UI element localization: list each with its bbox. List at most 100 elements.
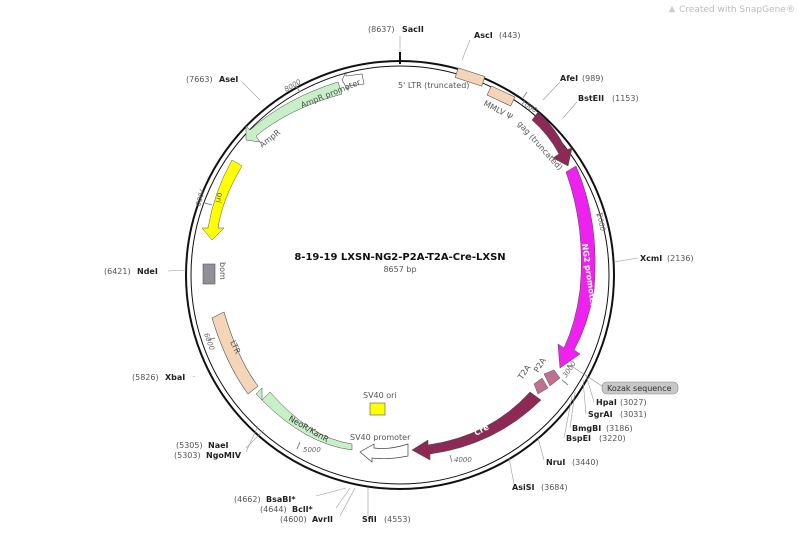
site-bspei-pos: (3220)	[599, 434, 626, 443]
site-ngomiv[interactable]: (5303) NgoMIV	[174, 451, 242, 460]
site-sgrai-name: SgrAI	[588, 410, 613, 419]
site-bsabi-name: BsaBI*	[266, 495, 296, 504]
sv40-promoter-feature[interactable]: SV40 promoter	[350, 433, 411, 463]
tick-label-4000: 4000	[454, 456, 472, 464]
site-avrii-pos: (4600)	[280, 515, 307, 524]
tick-mark-4000	[449, 454, 453, 463]
site-bspei[interactable]: BspEI (3220)	[566, 434, 626, 443]
site-ngomiv-pos: (5303)	[174, 451, 201, 460]
site-hpai-name: HpaI	[596, 398, 617, 407]
t2a-arrow	[533, 377, 549, 395]
site-bsabi[interactable]: (4662) BsaBI*	[234, 495, 296, 504]
site-asisi[interactable]: AsiSI (3684)	[512, 483, 568, 492]
site-hpai-pos: (3027)	[620, 398, 647, 407]
kozak-feature[interactable]: Kozak sequence	[572, 366, 679, 395]
site-bsabi-pos: (4662)	[234, 495, 261, 504]
site-bcli-pos: (4644)	[260, 505, 287, 514]
sv40-ori-label: SV40 ori	[363, 391, 397, 400]
site-nrui-name: NruI	[546, 458, 565, 467]
site-avrii[interactable]: (4600) AvrII	[280, 515, 333, 524]
snapgene-watermark: Created with SnapGene®	[668, 5, 795, 15]
site-sacii-pos: (8637)	[368, 25, 395, 34]
site-asisi-name: AsiSI	[512, 483, 534, 492]
site-asisi-pos: (3684)	[541, 483, 568, 492]
site-afei[interactable]: AfeI (989)	[560, 74, 604, 83]
site-nrui-pos: (3440)	[572, 458, 599, 467]
site-hpai[interactable]: HpaI (3027)	[596, 398, 647, 407]
ori-feature[interactable]: ori	[201, 159, 243, 241]
neor-kanr-body	[261, 391, 353, 451]
plasmid-name: 8-19-19 LXSN-NG2-P2A-T2A-Cre-LXSN	[294, 252, 505, 263]
tick-label-2000: 2000	[595, 213, 607, 233]
site-sgrai-pos: (3031)	[620, 410, 647, 419]
site-bsteii[interactable]: BstEII (1153)	[578, 94, 639, 103]
site-ndei[interactable]: (6421) NdeI	[104, 267, 158, 276]
p2a-arrow	[543, 369, 561, 387]
ltr3-box	[211, 311, 259, 395]
t2a-label: T2A	[516, 363, 533, 382]
ltr5-feature[interactable]: 5' LTR (truncated)	[398, 67, 486, 90]
sv40-ori-feature[interactable]: SV40 ori	[363, 391, 397, 416]
site-ndei-name: NdeI	[137, 267, 158, 276]
cre-arrow	[411, 391, 542, 461]
mmlv-psi-box	[486, 85, 516, 107]
site-xcmi-pos: (2136)	[667, 254, 694, 263]
site-sfii[interactable]: SfiI (4553)	[362, 515, 411, 524]
site-afei-name: AfeI	[560, 74, 578, 83]
bom-label: bom	[218, 262, 227, 280]
site-bmgbi-name: BmgBI	[572, 424, 601, 433]
site-bsteii-name: BstEII	[578, 94, 604, 103]
bom-feature[interactable]: bom	[202, 262, 227, 285]
site-nrui[interactable]: NruI (3440)	[546, 458, 599, 467]
site-bsteii-pos: (1153)	[612, 94, 639, 103]
neor-kanr-head	[255, 387, 263, 401]
gag-feature[interactable]: gag (truncated)	[516, 111, 573, 172]
ltr5-label: 5' LTR (truncated)	[398, 81, 469, 90]
ampr-promoter-arrow	[341, 71, 365, 92]
ng2-promoter-arrow	[557, 165, 596, 369]
ltr3-feature[interactable]: LTR	[211, 311, 259, 395]
neor-kanr-label: NeoR/KanR	[287, 414, 331, 444]
site-sgrai[interactable]: SgrAI (3031)	[588, 410, 647, 419]
site-asci[interactable]: AscI (443)	[474, 31, 521, 40]
site-asei[interactable]: (7663) AseI	[186, 75, 238, 84]
site-asci-pos: (443)	[499, 31, 521, 40]
tick-mark-6000	[207, 337, 216, 341]
site-sfii-name: SfiI	[362, 515, 377, 524]
gag-arrow	[531, 111, 573, 167]
sv40-ori-box	[369, 402, 386, 416]
p2a-feature[interactable]: P2A	[532, 356, 561, 387]
snapgene-logo-icon	[668, 5, 676, 13]
site-sacii[interactable]: (8637) SacII	[368, 25, 424, 34]
kozak-mark	[567, 365, 573, 367]
site-asei-pos: (7663)	[186, 75, 213, 84]
site-bmgbi[interactable]: BmgBI (3186)	[572, 424, 633, 433]
ori-label: ori	[213, 191, 224, 203]
site-xbai[interactable]: (5826) XbaI	[132, 373, 185, 382]
p2a-label: P2A	[532, 356, 548, 374]
site-naei[interactable]: (5305) NaeI	[176, 441, 229, 450]
site-bcli[interactable]: (4644) BclI*	[260, 505, 314, 514]
tick-mark-3000	[561, 379, 569, 386]
site-sacii-name: SacII	[402, 25, 424, 34]
site-xcmi[interactable]: XcmI (2136)	[640, 254, 694, 263]
cre-feature[interactable]: Cre	[411, 391, 542, 461]
tick-mark-5000	[296, 441, 301, 450]
kozak-leader-line	[572, 366, 603, 387]
site-leader-lines	[167, 36, 639, 517]
ng2-promoter-feature[interactable]: NG2 promoter	[557, 165, 598, 369]
site-bmgbi-pos: (3186)	[606, 424, 633, 433]
kozak-callout-box	[601, 381, 679, 395]
site-naei-name: NaeI	[208, 441, 229, 450]
ampr-arrow	[245, 81, 343, 143]
tick-label-1000: 1000	[519, 99, 539, 115]
neor-kanr-feature[interactable]: NeoR/KanR	[255, 387, 353, 451]
tick-mark-1000	[522, 91, 528, 99]
site-ngomiv-name: NgoMIV	[206, 451, 242, 460]
tick-mark-2000	[595, 212, 604, 216]
backbone-inner	[190, 65, 610, 485]
bom-box	[202, 263, 216, 285]
sv40-promoter-label: SV40 promoter	[350, 433, 411, 442]
site-asci-name: AscI	[474, 31, 493, 40]
plasmid-size: 8657 bp	[383, 265, 416, 274]
